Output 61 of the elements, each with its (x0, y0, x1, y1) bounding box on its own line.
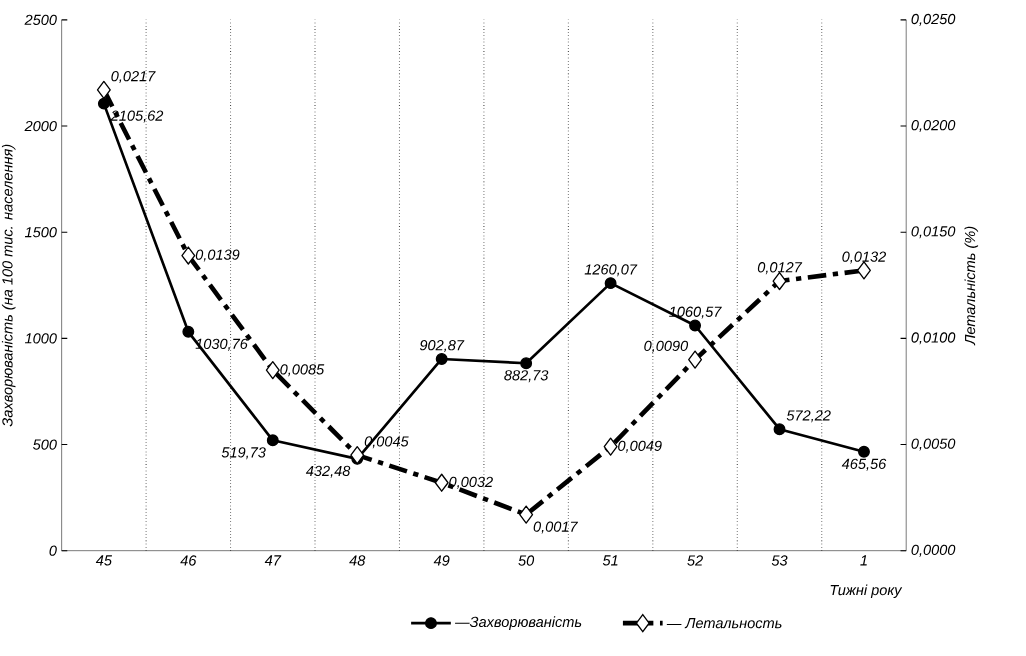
y2-tick-label: 0,0150 (911, 226, 956, 239)
y2-tick-label: 0,0050 (911, 438, 956, 451)
data-label: 0,0049 (618, 440, 662, 453)
point (435, 352, 448, 365)
point (350, 445, 365, 465)
data-label: 0,0132 (842, 251, 887, 264)
point (434, 473, 449, 492)
point (181, 246, 196, 265)
point (773, 423, 786, 436)
y2-axis-title: Летальність (%) (964, 226, 979, 346)
data-label: 0,0139 (195, 249, 240, 262)
data-label: 0,0085 (280, 364, 325, 377)
y-tick-label: 1500 (24, 226, 57, 238)
x-tick-label: 47 (264, 555, 282, 566)
data-label: 0,0127 (757, 262, 803, 275)
data-label: 1060,57 (669, 306, 722, 319)
data-label: 902,87 (419, 339, 465, 352)
legend-label: —Захворюваність (454, 616, 582, 630)
x-tick-label: 45 (95, 555, 112, 566)
point (858, 445, 870, 458)
y2-tick-label: 0,0100 (911, 332, 956, 345)
x-tick-label: 53 (771, 555, 788, 566)
data-label: 1260,07 (584, 264, 638, 277)
point (520, 357, 533, 370)
x-tick-label: 46 (180, 555, 197, 566)
point (688, 350, 703, 369)
y-axis-title: Захворюваність (на 100 тис. населення) (1, 144, 16, 427)
y-tick-label: 0 (49, 545, 57, 556)
y-tick-label: 2000 (24, 120, 57, 132)
x-axis-title: Тижні року (830, 584, 903, 598)
point (603, 437, 618, 456)
y-tick-label: 500 (33, 439, 57, 450)
x-tick-label: 48 (349, 555, 366, 566)
x-tick-label: 1 (860, 555, 867, 566)
data-label: 572,22 (786, 410, 831, 423)
data-label: 465,56 (841, 458, 887, 471)
data-label: 0,0090 (644, 340, 689, 353)
point (689, 319, 702, 332)
data-label: 2105,62 (110, 110, 164, 123)
x-tick-label: 49 (433, 555, 450, 566)
data-label: 0,0017 (533, 521, 578, 534)
data-label: 0,0217 (111, 70, 156, 83)
point (265, 360, 280, 380)
data-label: 882,73 (504, 370, 549, 383)
point (266, 434, 279, 447)
x-tick-label: 52 (687, 555, 703, 566)
x-tick-label: 51 (602, 555, 618, 566)
y2-tick-label: 0,0250 (911, 13, 956, 26)
y2-tick-label: 0,0200 (911, 119, 956, 132)
data-label: 0,0032 (449, 476, 493, 489)
x-tick-label: 50 (518, 555, 535, 566)
point (519, 505, 534, 524)
y2-tick-label: 0,0000 (911, 544, 956, 557)
point (604, 277, 617, 289)
legend-label: — Летальность (666, 617, 782, 629)
point (182, 325, 195, 338)
point (96, 80, 111, 99)
y-tick-label: 1000 (24, 333, 57, 344)
y-tick-label: 2500 (24, 14, 57, 25)
data-label: 432,48 (305, 465, 351, 478)
data-label: 519,73 (221, 447, 266, 460)
